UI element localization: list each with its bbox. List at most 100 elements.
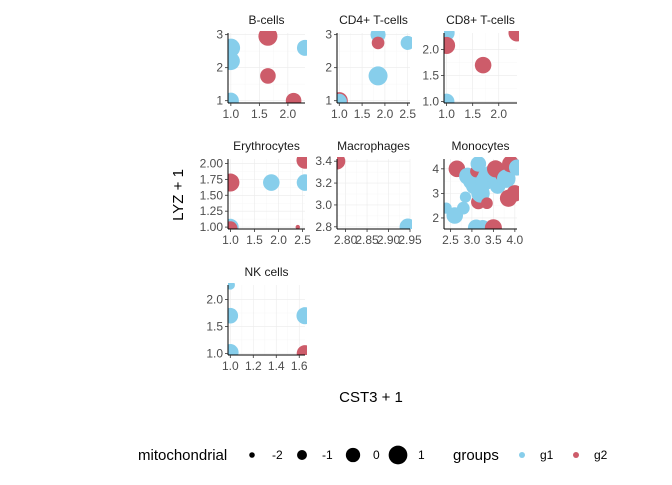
y-tick-label: 4 <box>432 162 439 176</box>
facet-panel: NK cells 1.0 1.2 1.4 1.6 1.0 1.5 2.0 <box>206 265 308 373</box>
y-tick-label: 2.00 <box>200 156 224 170</box>
x-tick-label: 3.0 <box>464 233 481 247</box>
data-point <box>296 39 307 56</box>
data-point <box>337 157 346 170</box>
y-tick-label: 2.8 <box>315 220 332 234</box>
color-legend-key <box>519 452 525 458</box>
data-points <box>444 157 519 229</box>
size-legend-label: -1 <box>322 448 333 462</box>
data-point <box>258 31 278 46</box>
x-tick-label: 4.0 <box>507 233 524 247</box>
y-tick-label: 2 <box>432 211 439 225</box>
y-tick-label: 1.0 <box>422 94 439 108</box>
y-tick-label: 3 <box>216 28 223 42</box>
data-point <box>484 219 502 229</box>
panel-grid <box>337 159 411 229</box>
data-point <box>296 157 307 169</box>
size-legend-key <box>345 447 361 463</box>
data-point <box>481 197 493 210</box>
y-tick-label: 2 <box>216 61 223 75</box>
x-tick-label: 2.0 <box>490 107 507 121</box>
x-tick-label: 2.0 <box>280 107 297 121</box>
y-tick-label: 1.00 <box>200 220 224 234</box>
x-tick-label: 3.5 <box>485 233 502 247</box>
y-tick-label: 3 <box>432 186 439 200</box>
data-points <box>337 31 412 103</box>
y-tick-label: 2.0 <box>422 43 439 57</box>
data-point <box>296 174 307 191</box>
x-tick-label: 1.5 <box>464 107 481 121</box>
data-point <box>296 307 307 325</box>
x-tick-label: 1.5 <box>354 107 371 121</box>
x-tick-label: 1.2 <box>245 359 262 373</box>
size-legend-key <box>249 452 255 458</box>
y-tick-label: 3 <box>325 28 332 42</box>
x-tick-label: 2.0 <box>377 107 394 121</box>
facet-title: Erythrocytes <box>233 139 300 153</box>
y-tick-label: 3.0 <box>315 198 332 212</box>
y-tick-label: 2.0 <box>206 293 223 307</box>
y-tick-label: 3.4 <box>315 154 332 168</box>
x-tick-label: 2.5 <box>399 107 416 121</box>
data-point <box>444 36 456 54</box>
size-legend-key <box>388 445 408 465</box>
y-tick-label: 1 <box>325 94 332 108</box>
x-tick-label: 1.0 <box>438 107 455 121</box>
y-tick-label: 1.5 <box>206 319 223 333</box>
data-points <box>444 31 519 103</box>
color-legend-label: g1 <box>540 448 554 462</box>
data-points <box>337 157 412 229</box>
y-tick-label: 3.2 <box>315 176 332 190</box>
x-tick-label: 1.0 <box>331 107 348 121</box>
data-points <box>228 157 307 229</box>
data-point <box>228 283 235 290</box>
color-legend-key <box>573 452 579 458</box>
x-tick-label: 1.6 <box>291 359 308 373</box>
data-point <box>459 191 472 203</box>
x-tick-label: 2.0 <box>270 233 287 247</box>
facet-panel: B-cells 1.0 1.5 2.0 1 2 3 <box>216 13 307 121</box>
facet-panel: CD4+ T-cells 1.0 1.5 2.0 2.5 1 2 3 <box>325 13 416 121</box>
panel-grid <box>228 285 305 355</box>
x-tick-label: 2.95 <box>398 233 422 247</box>
y-tick-label: 1.75 <box>200 172 224 186</box>
x-tick-label: 2.80 <box>334 233 358 247</box>
y-tick-label: 1 <box>216 94 223 108</box>
x-tick-label: 1.0 <box>222 359 239 373</box>
data-point <box>470 157 487 172</box>
data-point <box>263 174 280 191</box>
facet-panel: Erythrocytes 1.0 1.5 2.0 2.5 1.00 1.25 1.50 1.75… <box>200 139 312 247</box>
data-point <box>456 201 470 215</box>
x-axis-title: CST3 + 1 <box>339 389 403 406</box>
facet-panel: CD8+ T-cells 1.0 1.5 2.0 1.0 1.5 2.0 <box>422 13 519 121</box>
x-tick-label: 1.5 <box>246 233 263 247</box>
data-points <box>228 31 307 103</box>
x-tick-label: 1.5 <box>251 107 268 121</box>
panel-grid <box>228 159 305 229</box>
data-point <box>474 56 492 74</box>
x-tick-label: 2.5 <box>294 233 311 247</box>
facet-panels: B-cells 1.0 1.5 2.0 1 2 3 CD4+ T-cells 1.0 1.5 2.0… <box>200 13 524 373</box>
data-point <box>285 92 302 103</box>
facet-title: B-cells <box>248 13 284 27</box>
data-point <box>399 218 412 229</box>
data-point <box>497 169 516 188</box>
data-point <box>337 93 347 103</box>
x-tick-label: 1.0 <box>222 233 239 247</box>
y-tick-label: 1.0 <box>206 346 223 360</box>
legend: mitochondrial groups -2 -1 0 1 g1 g2 <box>138 445 608 465</box>
y-tick-label: 1.50 <box>200 188 224 202</box>
size-legend-title: mitochondrial <box>138 447 227 464</box>
y-tick-label: 2 <box>325 61 332 75</box>
data-points <box>228 283 307 355</box>
x-tick-label: 2.90 <box>377 233 401 247</box>
data-point <box>228 52 240 71</box>
data-point <box>260 68 276 84</box>
facet-title: Macrophages <box>337 139 410 153</box>
data-point <box>228 307 239 324</box>
size-legend-key <box>297 450 307 460</box>
y-tick-label: 1.5 <box>422 69 439 83</box>
y-tick-label: 1.25 <box>200 204 224 218</box>
x-tick-label: 2.5 <box>442 233 459 247</box>
